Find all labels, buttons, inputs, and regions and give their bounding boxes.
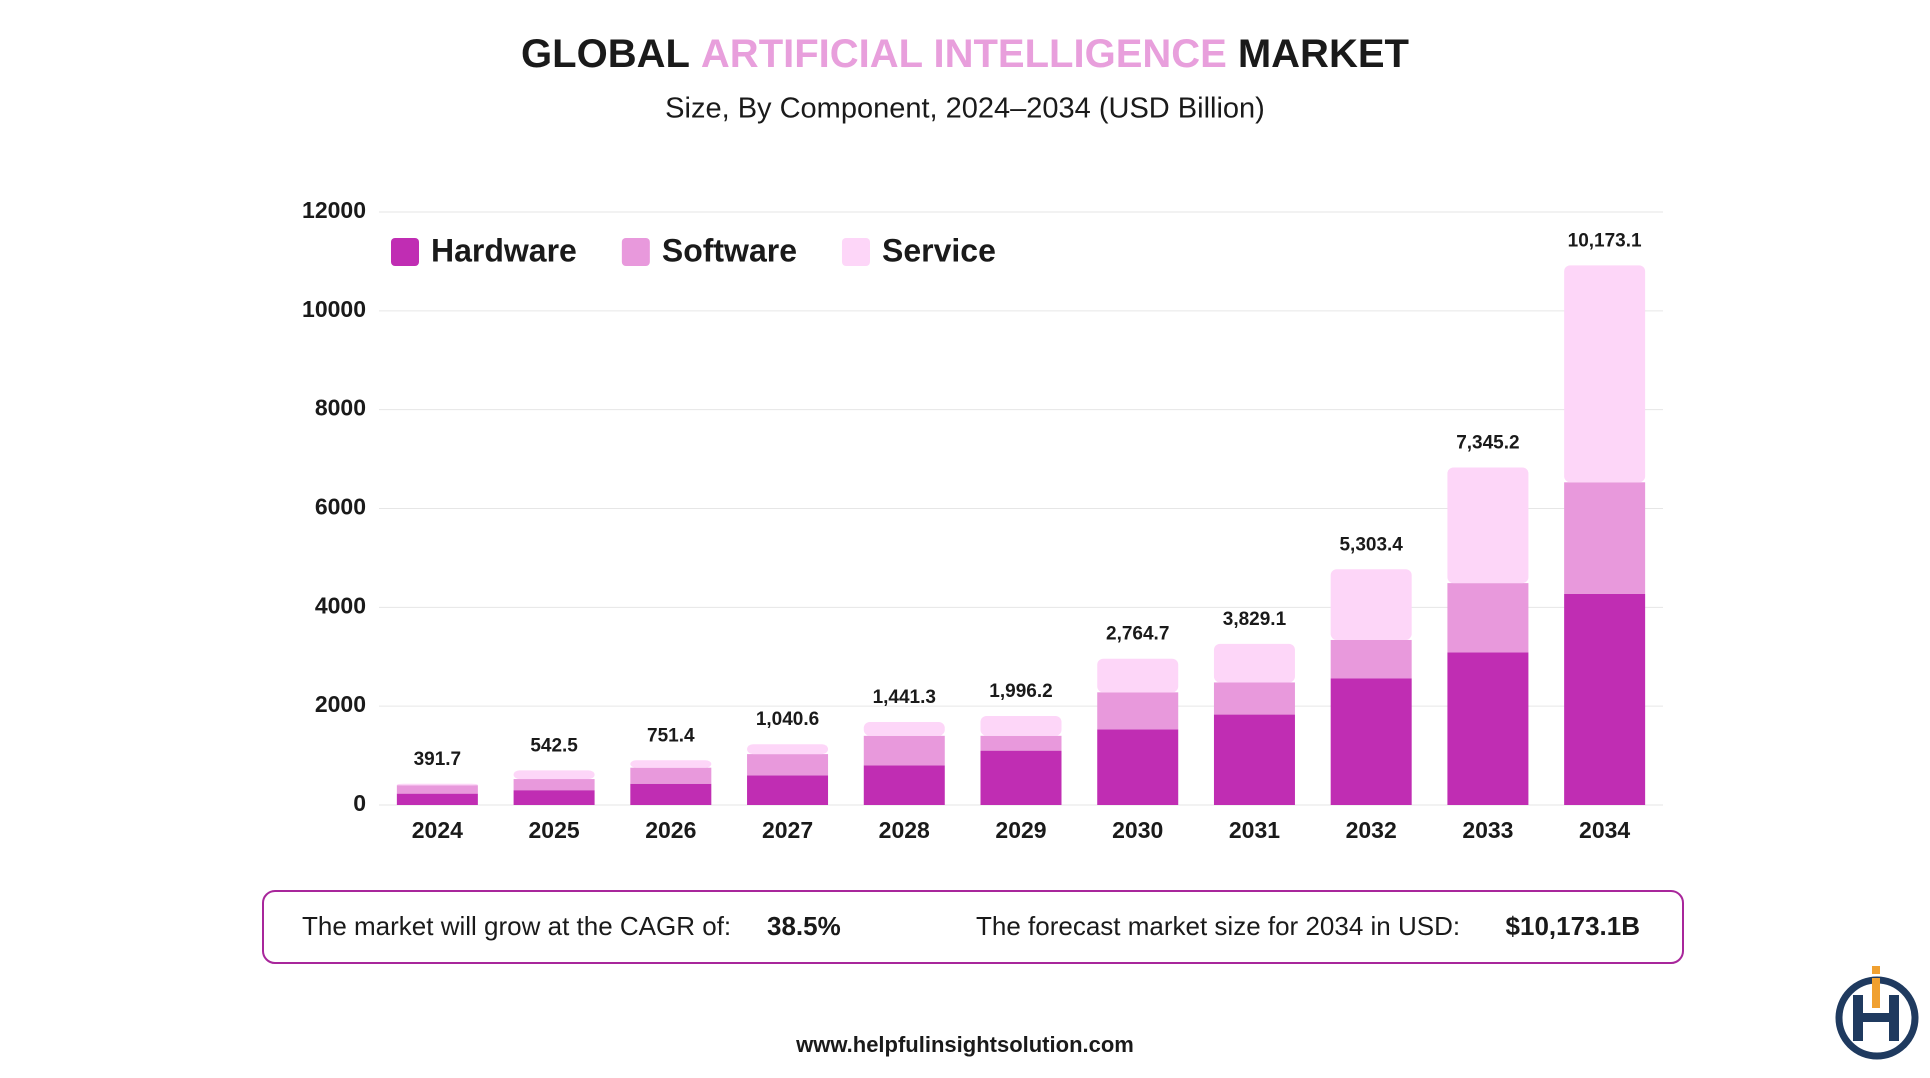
x-tick-label: 2029 <box>995 817 1046 843</box>
bar-segment <box>513 790 595 805</box>
bar-segment <box>1097 658 1179 693</box>
x-tick-label: 2033 <box>1462 817 1513 843</box>
x-tick-label: 2024 <box>412 817 463 843</box>
value-label: 751.4 <box>647 725 695 746</box>
legend-swatch <box>621 238 650 266</box>
value-label: 3,829.1 <box>1223 609 1287 630</box>
bar-segment <box>630 760 712 768</box>
bar-segment <box>1213 714 1295 805</box>
bar-segment <box>630 783 712 805</box>
legend-swatch <box>841 238 870 266</box>
bar-segment <box>863 735 945 766</box>
value-label: 2,764.7 <box>1106 624 1169 645</box>
bar-segment <box>1564 482 1646 594</box>
bar-segment <box>863 765 945 805</box>
value-label: 5,303.4 <box>1339 534 1403 555</box>
value-label: 7,345.2 <box>1456 432 1519 453</box>
value-label: 10,173.1 <box>1568 230 1642 251</box>
bar-segment <box>1097 729 1179 805</box>
bar-segment <box>1447 467 1529 584</box>
bar-segment <box>980 735 1062 751</box>
bar-segment <box>1330 639 1412 679</box>
y-tick-label: 10000 <box>302 296 366 322</box>
title-part: MARKET <box>1238 32 1409 76</box>
value-label: 391.7 <box>414 749 462 770</box>
logo <box>1835 966 1919 1060</box>
legend-label: Service <box>882 232 996 268</box>
legend-label: Software <box>662 232 797 268</box>
forecast-value: $10,173.1B <box>1506 911 1640 941</box>
y-tick-label: 12000 <box>302 197 366 223</box>
value-label: 1,996.2 <box>989 681 1052 702</box>
x-tick-label: 2034 <box>1579 817 1630 843</box>
bar-segment <box>1564 265 1646 483</box>
y-tick-label: 8000 <box>315 395 366 421</box>
summary-box <box>262 890 1684 964</box>
bar-segment <box>513 779 595 791</box>
bar-segment <box>747 754 829 776</box>
y-tick-label: 2000 <box>315 691 366 717</box>
bar-segment <box>396 793 478 805</box>
x-tick-label: 2027 <box>762 817 813 843</box>
legend-label: Hardware <box>431 232 577 268</box>
x-tick-label: 2026 <box>645 817 696 843</box>
legend-swatch <box>391 238 419 266</box>
title-part: ARTIFICIAL INTELLIGENCE <box>701 32 1227 76</box>
bar-segment <box>747 744 829 755</box>
bar-segment <box>1213 643 1295 683</box>
x-tick-label: 2032 <box>1346 817 1397 843</box>
footer-url: www.helpfulinsightsolution.com <box>795 1032 1134 1057</box>
y-tick-label: 0 <box>353 790 366 816</box>
chart-subtitle: Size, By Component, 2024–2034 (USD Billi… <box>665 93 1265 125</box>
bar-segment <box>1564 593 1646 805</box>
bar-segment <box>1330 569 1412 640</box>
bar-segment <box>863 721 945 736</box>
plot: 0 2000 4000 6000 8000 10000 12000 Hardware Softw… <box>302 197 1663 843</box>
bar-segment <box>1330 678 1412 805</box>
bar-segment <box>1447 652 1529 805</box>
cagr-text: The market will grow at the CAGR of: <box>302 911 731 941</box>
bar-segment <box>747 775 829 805</box>
y-tick-label: 4000 <box>315 592 366 618</box>
forecast-text: The forecast market size for 2034 in USD… <box>976 911 1460 941</box>
cagr-value: 38.5% <box>767 911 841 941</box>
value-label: 542.5 <box>530 735 578 756</box>
bar-segment <box>396 785 478 794</box>
title-part: GLOBAL <box>521 32 690 76</box>
bar-segment <box>1213 682 1295 715</box>
bar-segment <box>630 767 712 784</box>
bar-segment <box>980 750 1062 805</box>
bar-segment <box>980 716 1062 736</box>
value-label: 1,040.6 <box>756 709 819 730</box>
bar-segment <box>1447 583 1529 653</box>
x-tick-label: 2025 <box>529 817 580 843</box>
x-tick-label: 2028 <box>879 817 930 843</box>
y-tick-label: 6000 <box>315 494 366 520</box>
x-tick-label: 2030 <box>1112 817 1163 843</box>
x-tick-label: 2031 <box>1229 817 1280 843</box>
bar-segment <box>396 783 478 786</box>
bar-segment <box>1097 692 1179 730</box>
value-label: 1,441.3 <box>873 687 936 708</box>
bar-segment <box>513 770 595 780</box>
chart-title: GLOBAL ARTIFICIAL INTELLIGENCE MARKET <box>521 32 1409 76</box>
